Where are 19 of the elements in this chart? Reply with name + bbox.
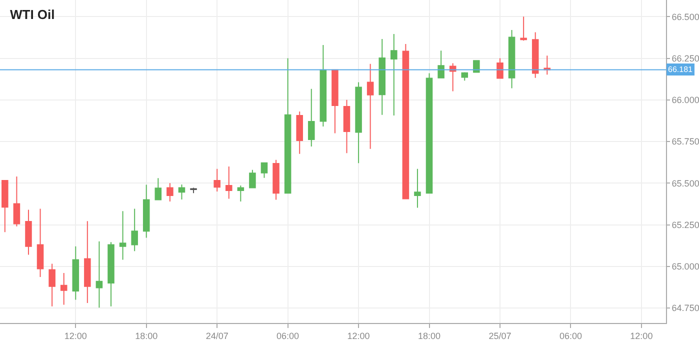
x-tick-label: 06:00 [559, 330, 582, 341]
x-tick-label: 06:00 [276, 330, 300, 341]
x-tick-label: 12:00 [347, 330, 370, 341]
x-tick-label: 25/07 [488, 330, 512, 341]
x-tick-label: 24/07 [206, 330, 228, 341]
text: WTI Oil [10, 7, 55, 22]
x-tick-label: 18:00 [135, 330, 158, 341]
x-tick-label: 12:00 [64, 330, 87, 341]
y-tick-label: 66.500 [672, 12, 699, 22]
y-tick-label: 65.750 [672, 136, 699, 147]
y-tick-label: 66.250 [672, 53, 699, 64]
x-tick-label: 12:00 [630, 330, 653, 341]
y-tick-label: 65.000 [672, 262, 699, 272]
y-tick-label: 66.000 [672, 95, 699, 106]
y-tick-label: 65.250 [672, 220, 699, 230]
ref-line-label: 66.181 [668, 65, 694, 74]
x-tick-label: 18:00 [418, 330, 441, 341]
y-tick-label: 65.500 [672, 178, 699, 188]
y-tick-label: 64.750 [672, 303, 699, 314]
